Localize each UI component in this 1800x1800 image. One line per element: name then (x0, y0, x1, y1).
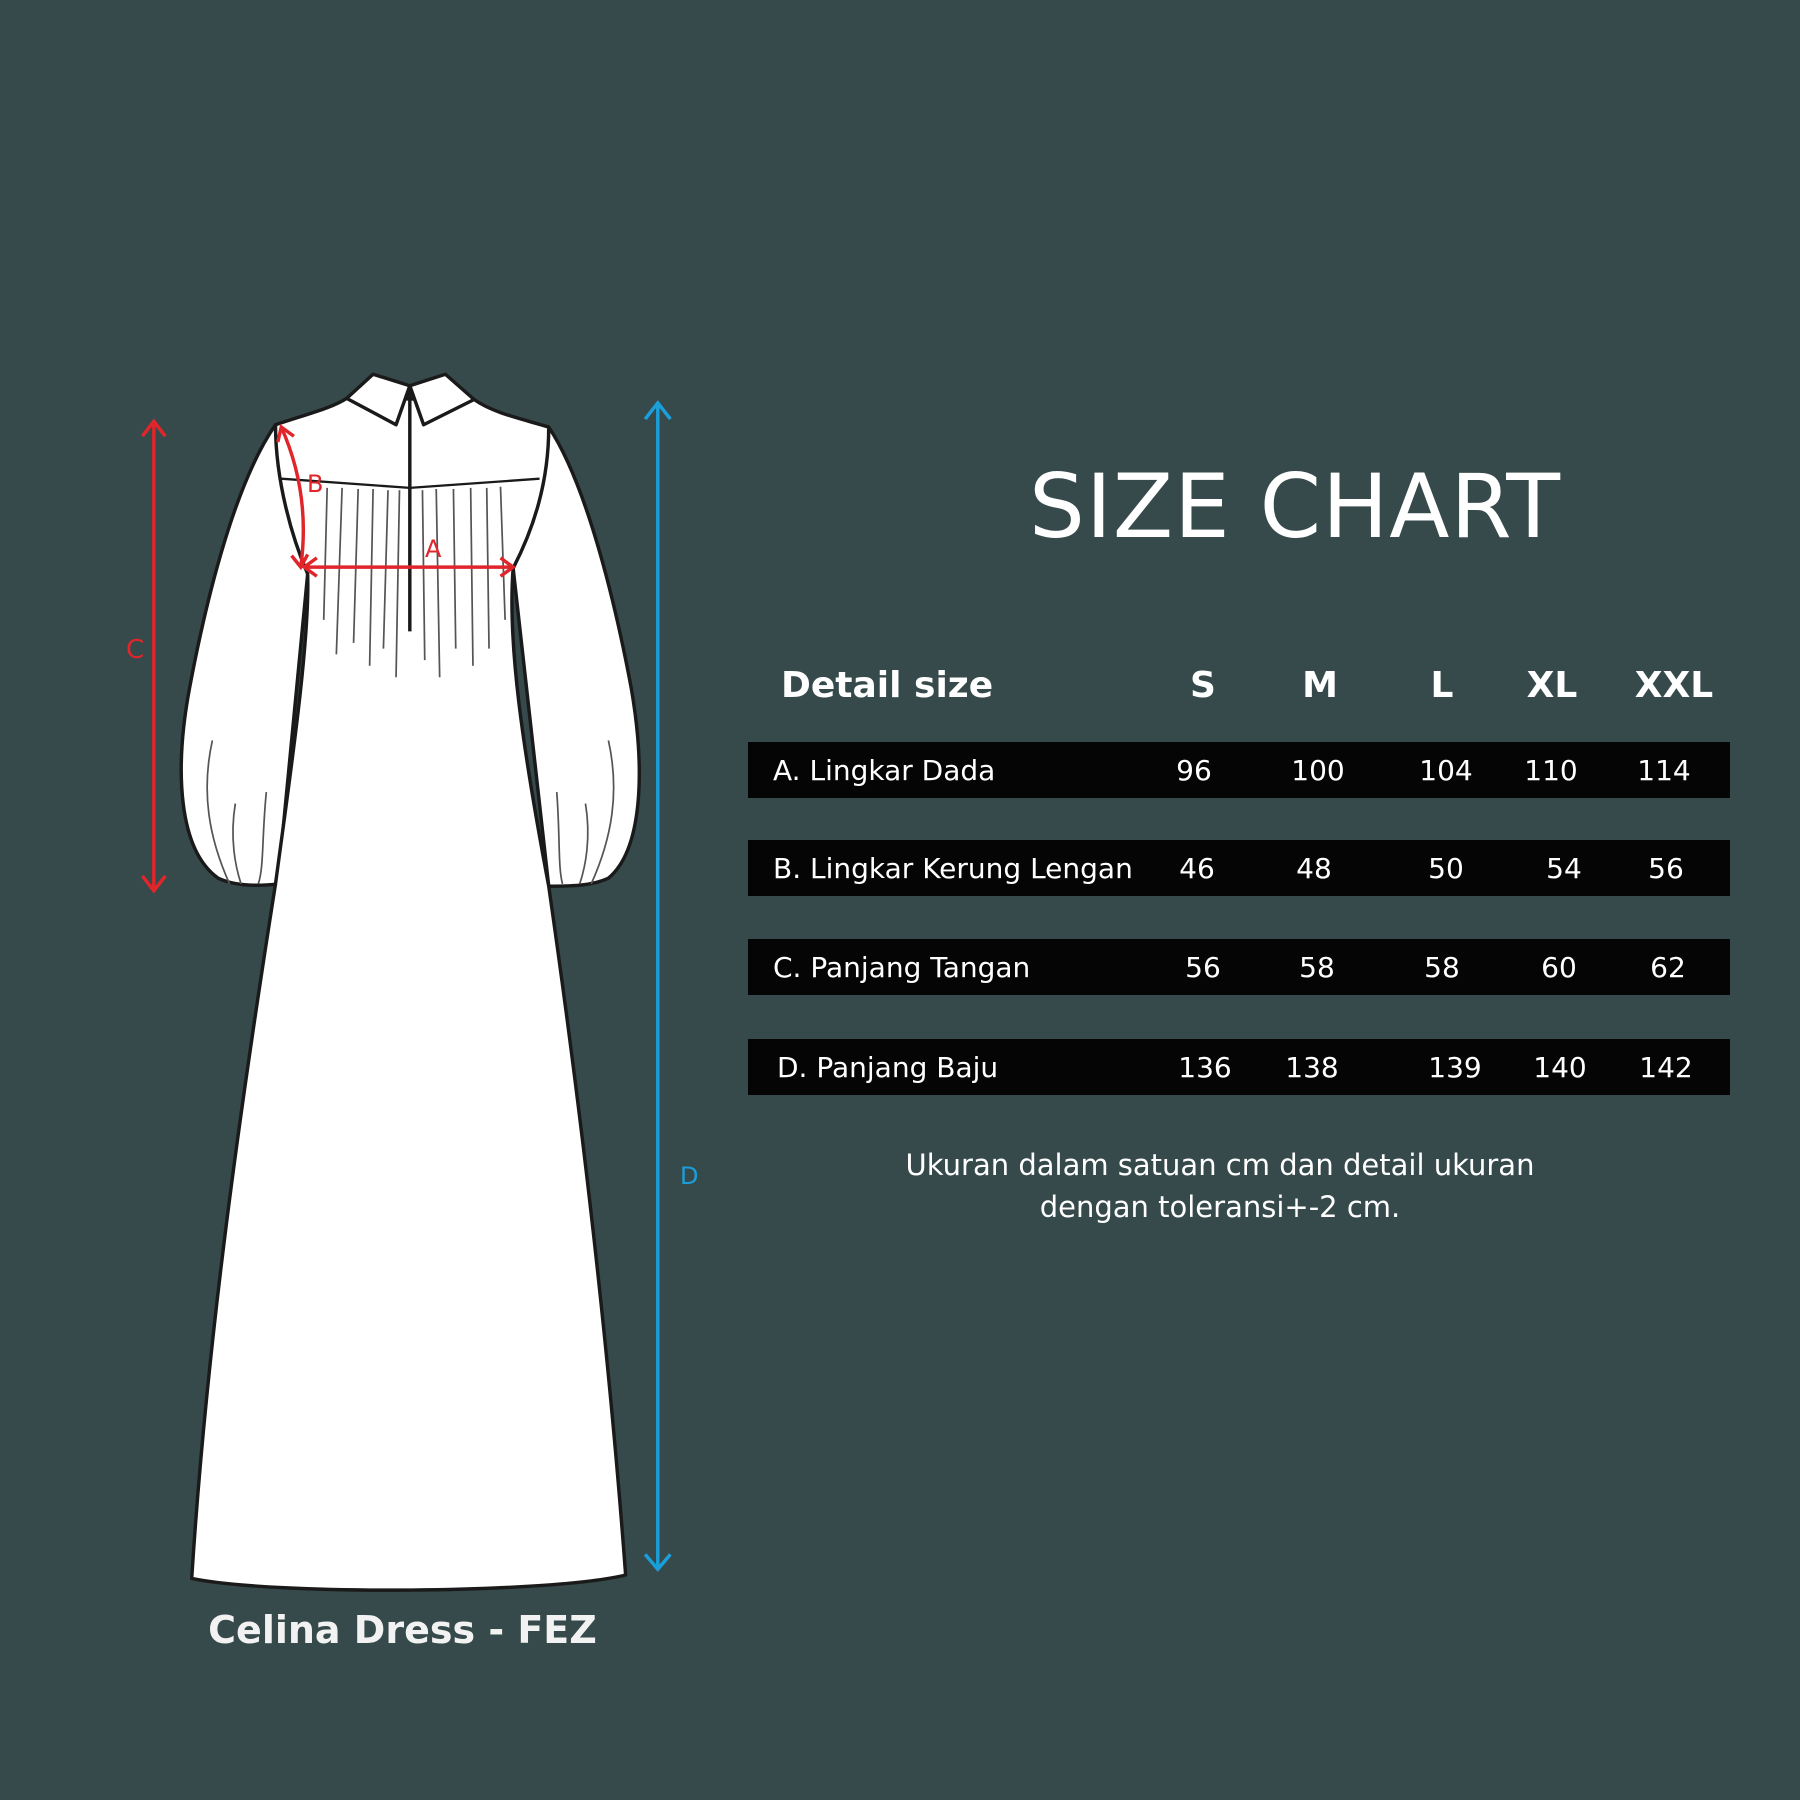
cell: 110 (1524, 754, 1578, 787)
cell: 58 (1424, 951, 1460, 984)
table-row: A. Lingkar Dada 96 100 104 110 114 (748, 742, 1730, 798)
size-header-xl: XL (1526, 665, 1578, 706)
size-header-xxl: XXL (1634, 665, 1714, 706)
measure-b-line (279, 426, 306, 568)
right-sleeve (511, 425, 641, 888)
label-d: D (680, 1162, 699, 1190)
size-header-s: S (1190, 665, 1216, 706)
page-title: SIZE CHART (1029, 455, 1561, 558)
cell: 104 (1419, 754, 1473, 787)
cell: 100 (1291, 754, 1345, 787)
product-name: Celina Dress - FEZ (208, 1608, 597, 1652)
cell: 96 (1176, 754, 1212, 787)
table-header-detail: Detail size (781, 665, 994, 706)
label-b: B (307, 470, 324, 498)
note-line-1: Ukuran dalam satuan cm dan detail ukuran (905, 1148, 1535, 1182)
cell: 58 (1299, 951, 1335, 984)
cell: 50 (1428, 852, 1464, 885)
cell: 48 (1296, 852, 1332, 885)
label-a: A (425, 535, 442, 563)
cell: 142 (1639, 1051, 1693, 1084)
table-row: B. Lingkar Kerung Lengan 46 48 50 54 56 (748, 840, 1730, 896)
row-label: B. Lingkar Kerung Lengan (773, 852, 1133, 885)
cell: 140 (1533, 1051, 1587, 1084)
cell: 54 (1546, 852, 1582, 885)
cell: 62 (1650, 951, 1686, 984)
cell: 56 (1185, 951, 1221, 984)
note-line-2: dengan toleransi+-2 cm. (1039, 1190, 1401, 1224)
cell: 46 (1179, 852, 1215, 885)
cell: 139 (1428, 1051, 1482, 1084)
dress-body (189, 396, 628, 1592)
size-note: Ukuran dalam satuan cm dan detail ukuran… (870, 1144, 1570, 1228)
row-label: C. Panjang Tangan (773, 951, 1031, 984)
cell: 138 (1285, 1051, 1339, 1084)
table-row: C. Panjang Tangan 56 58 58 60 62 (748, 939, 1730, 995)
size-header-m: M (1302, 665, 1338, 706)
cell: 56 (1648, 852, 1684, 885)
row-label: A. Lingkar Dada (773, 754, 996, 787)
cell: 136 (1178, 1051, 1232, 1084)
left-sleeve (179, 423, 310, 887)
table-row: D. Panjang Baju 136 138 139 140 142 (748, 1039, 1730, 1095)
size-header-l: L (1430, 665, 1454, 706)
label-c: C (126, 635, 145, 665)
cell: 114 (1637, 754, 1691, 787)
row-label: D. Panjang Baju (777, 1051, 999, 1084)
cell: 60 (1541, 951, 1577, 984)
